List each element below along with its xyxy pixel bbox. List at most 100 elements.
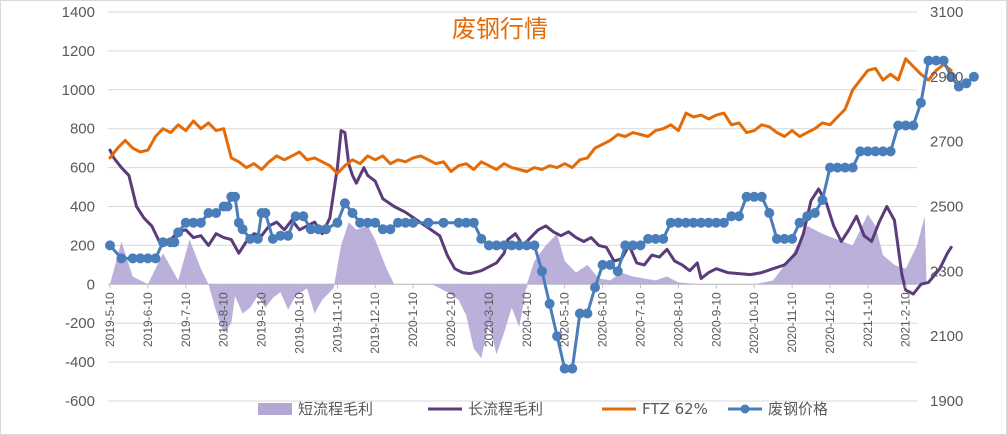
series-3-point-44 <box>423 217 434 228</box>
marker-layer <box>105 55 979 374</box>
series-3-point-48 <box>468 217 479 228</box>
series-3-point-43 <box>408 217 419 228</box>
series-3-point-61 <box>567 363 578 374</box>
series-3-point-111 <box>946 71 957 82</box>
x-tick-17: 2020-10-10 <box>747 292 761 354</box>
x-tick-16: 2020-9-10 <box>709 292 723 347</box>
right-tick-0: 1900 <box>930 393 963 410</box>
legend-label-1: 长流程毛利 <box>468 400 543 418</box>
series-3-point-56 <box>529 240 540 251</box>
legend-marker-3 <box>740 404 750 414</box>
series-3-point-24 <box>260 208 271 218</box>
series-3-point-70 <box>635 240 646 251</box>
series-3-point-81 <box>718 217 729 228</box>
area-series-layer <box>110 214 927 359</box>
x-tick-14: 2020-7-10 <box>633 292 647 347</box>
series-3-point-9 <box>173 227 184 238</box>
series-3-point-64 <box>590 282 600 293</box>
x-tick-12: 2020-5-10 <box>558 292 572 347</box>
series-3-point-27 <box>283 230 294 241</box>
left-tick-7: 800 <box>70 121 95 138</box>
right-tick-5: 2900 <box>930 69 963 86</box>
series-3-point-87 <box>764 208 775 218</box>
left-tick-6: 600 <box>70 160 95 177</box>
x-tick-5: 2019-10-10 <box>292 292 306 354</box>
legend-label-2: FTZ 62% <box>642 400 708 418</box>
series-3-point-40 <box>385 224 396 235</box>
series-3-point-113 <box>961 78 972 89</box>
left-tick-5: 400 <box>70 199 95 216</box>
x-tick-3: 2019-8-10 <box>217 292 231 347</box>
series-3-point-91 <box>794 217 805 228</box>
x-tick-4: 2019-9-10 <box>255 292 269 347</box>
right-tick-1: 2100 <box>930 328 963 345</box>
series-3-point-8 <box>169 237 180 248</box>
series-3-point-34 <box>339 198 350 209</box>
series-3-point-63 <box>582 308 593 319</box>
series-3-point-35 <box>347 208 358 218</box>
left-tick-10: 1400 <box>62 4 95 21</box>
legend: 短流程毛利 长流程毛利 FTZ 62% 废钢价格 <box>258 400 828 418</box>
series-3-point-67 <box>612 266 623 277</box>
x-tick-0: 2019-5-10 <box>103 292 117 347</box>
series-line-2 <box>108 57 953 175</box>
series-3-point-58 <box>544 298 555 309</box>
left-tick-2: -200 <box>65 315 95 332</box>
series-3-point-98 <box>847 162 858 173</box>
series-3-point-66 <box>605 259 616 270</box>
series-3-point-33 <box>332 217 343 228</box>
left-tick-4: 200 <box>70 237 95 254</box>
x-tick-9: 2020-2-10 <box>444 292 458 347</box>
series-3-point-103 <box>885 146 896 157</box>
left-tick-3: 0 <box>87 276 95 293</box>
series-3-point-57 <box>537 266 547 277</box>
series-3-point-106 <box>908 120 919 131</box>
series-3-point-107 <box>915 97 926 108</box>
series-3-point-0 <box>105 240 115 251</box>
series-3-point-114 <box>968 71 979 82</box>
series-3-point-59 <box>552 331 563 342</box>
left-tick-0: -600 <box>65 393 95 410</box>
left-axis-ticks: -600 -400 -200 0 200 400 600 800 1000 1200 1400 <box>62 4 95 410</box>
series-3-point-29 <box>298 211 309 222</box>
series-3-point-16 <box>222 201 233 212</box>
gridlines <box>108 11 917 402</box>
series-3-point-94 <box>817 195 828 205</box>
x-tick-15: 2020-8-10 <box>671 292 685 347</box>
right-tick-4: 2700 <box>930 134 963 151</box>
right-tick-2: 2300 <box>930 263 963 280</box>
left-tick-1: -400 <box>65 354 95 371</box>
series-3-point-5 <box>150 253 161 264</box>
left-tick-9: 1200 <box>62 43 95 60</box>
series-3-point-83 <box>734 211 744 222</box>
legend-swatch-0 <box>258 403 292 415</box>
right-tick-6: 3100 <box>930 4 963 21</box>
x-tick-2: 2019-7-10 <box>179 292 193 347</box>
series-3-point-20 <box>237 224 248 235</box>
x-axis-ticks: 2019-5-10 2019-6-10 2019-7-10 2019-8-10 2019… <box>103 284 913 354</box>
series-3-point-38 <box>370 217 381 228</box>
series-3-point-49 <box>476 233 487 244</box>
x-tick-19: 2020-12-10 <box>823 292 837 354</box>
legend-label-0: 短流程毛利 <box>298 400 373 418</box>
x-tick-11: 2020-4-10 <box>520 292 534 347</box>
series-3-point-45 <box>438 217 449 228</box>
right-axis-ticks: 1900 2100 2300 2500 2700 2900 3100 <box>930 4 963 410</box>
right-tick-3: 2500 <box>930 199 963 216</box>
legend-label-3: 废钢价格 <box>768 400 828 418</box>
x-tick-20: 2021-1-10 <box>861 292 875 347</box>
left-tick-8: 1000 <box>62 82 95 99</box>
series-3-point-14 <box>211 208 222 218</box>
x-tick-7: 2019-12-10 <box>368 292 382 354</box>
series-3-point-110 <box>938 55 949 66</box>
series-3-point-93 <box>809 208 820 218</box>
series-3-point-18 <box>230 191 240 202</box>
series-3-point-86 <box>756 191 767 202</box>
series-3-point-90 <box>787 233 798 244</box>
x-tick-6: 2019-11-10 <box>330 292 344 353</box>
x-tick-10: 2020-3-10 <box>482 292 496 347</box>
chart-title: 废钢行情 <box>452 15 548 43</box>
x-tick-8: 2020-1-10 <box>406 292 420 347</box>
